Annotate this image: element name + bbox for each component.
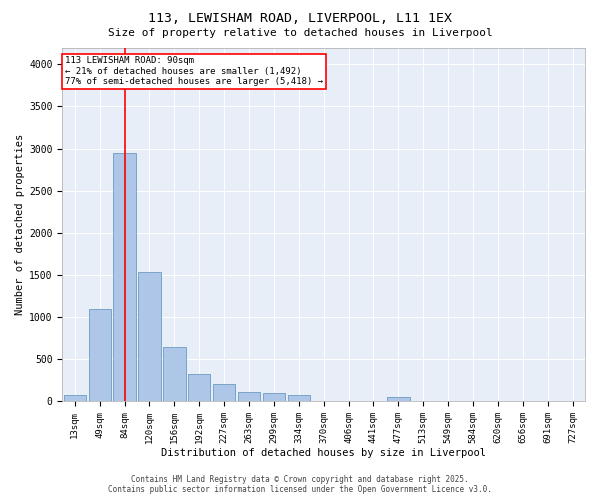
Bar (64, 395, 86, 402)
Bar (238, 392, 260, 402)
Bar (188, 374, 211, 402)
X-axis label: Distribution of detached houses by size in Liverpool: Distribution of detached houses by size … (161, 448, 486, 458)
Bar (89, 308, 111, 402)
Bar (387, 397, 410, 402)
Bar (287, 394, 310, 402)
Text: 113 LEWISHAM ROAD: 90sqm
← 21% of detached houses are smaller (1,492)
77% of sem: 113 LEWISHAM ROAD: 90sqm ← 21% of detach… (65, 56, 323, 86)
Y-axis label: Number of detached properties: Number of detached properties (15, 134, 25, 315)
Bar (113, 153, 136, 402)
Text: Contains HM Land Registry data © Crown copyright and database right 2025.
Contai: Contains HM Land Registry data © Crown c… (108, 474, 492, 494)
Bar (263, 393, 285, 402)
Text: Size of property relative to detached houses in Liverpool: Size of property relative to detached ho… (107, 28, 493, 38)
Bar (213, 384, 235, 402)
Bar (163, 348, 185, 402)
Bar (138, 272, 161, 402)
Text: 113, LEWISHAM ROAD, LIVERPOOL, L11 1EX: 113, LEWISHAM ROAD, LIVERPOOL, L11 1EX (148, 12, 452, 26)
